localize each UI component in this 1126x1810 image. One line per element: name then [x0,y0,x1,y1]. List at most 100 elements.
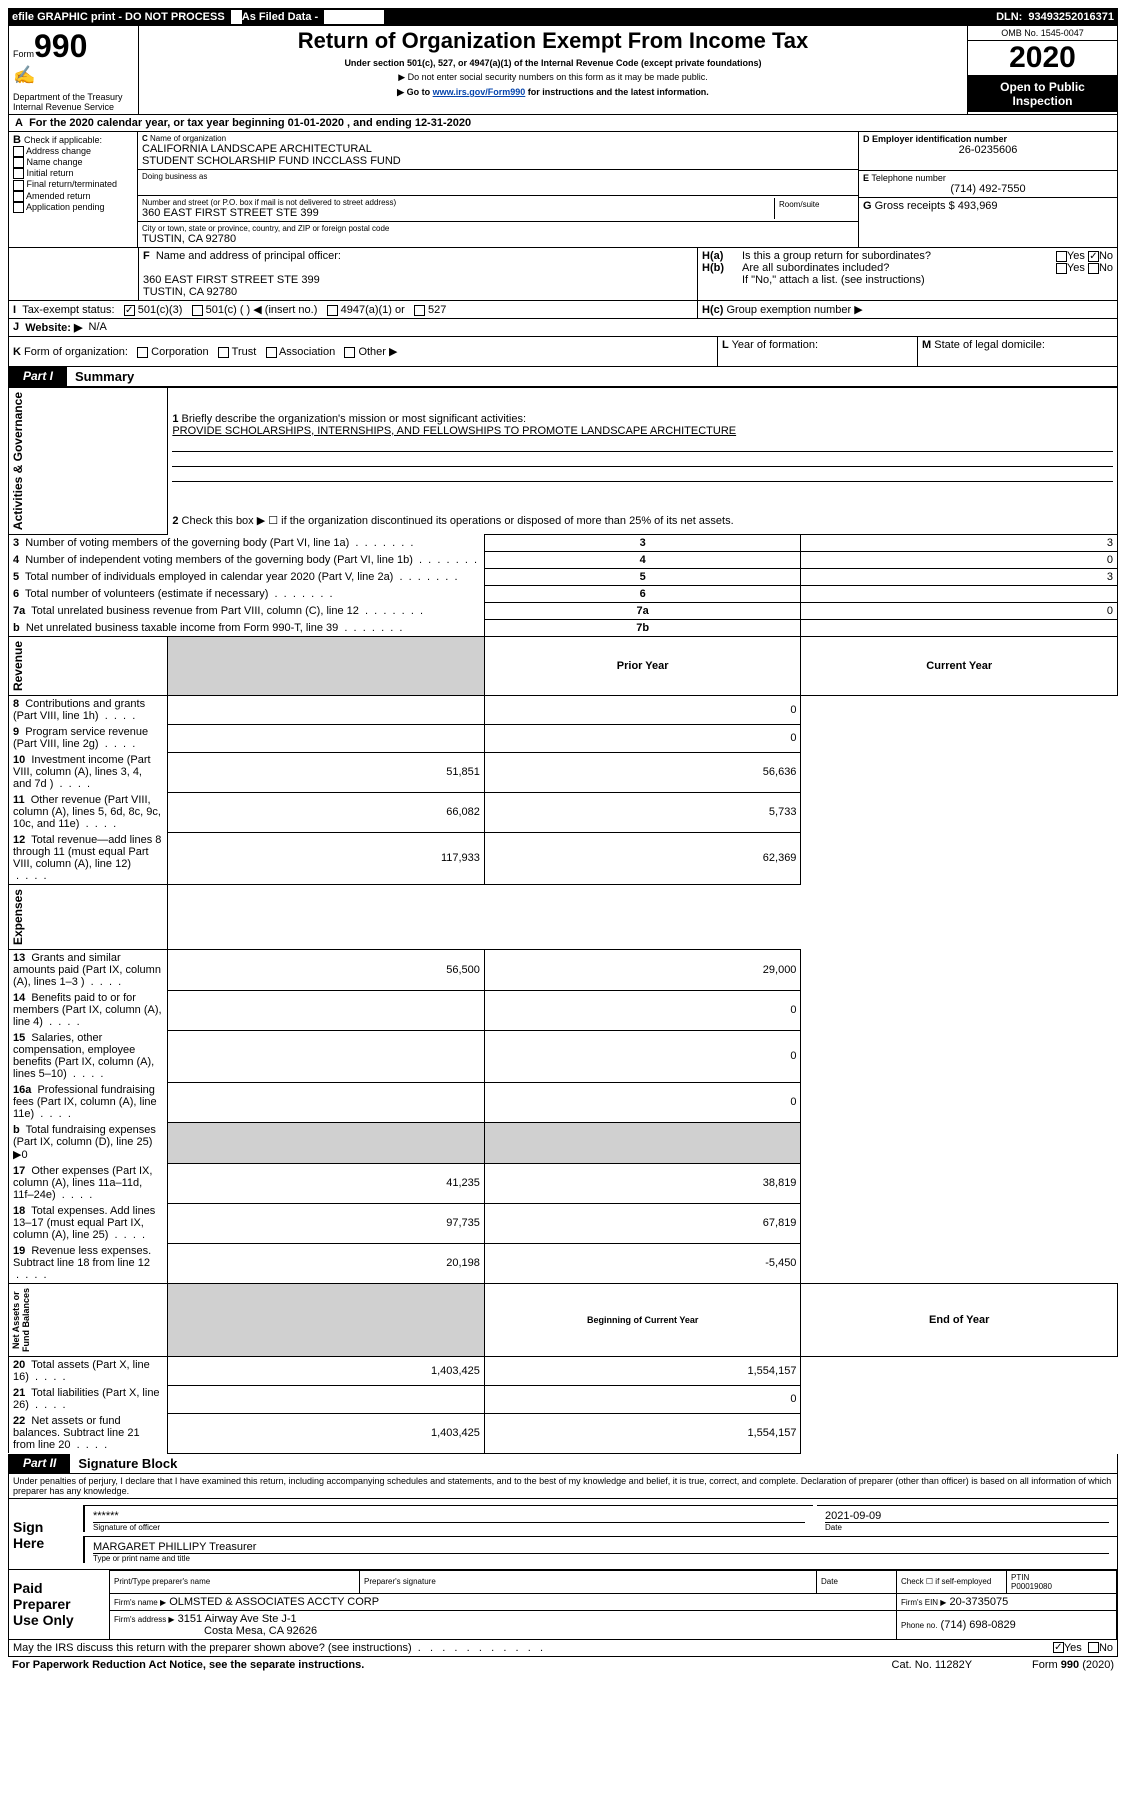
form-number: 990 [34,28,87,64]
discuss-yes[interactable]: ✓ [1053,1642,1064,1653]
dln-label: DLN: [996,11,1022,23]
l-label: Year of formation: [732,339,818,351]
bcdefg-block: B Check if applicable: Address change Na… [8,132,1118,248]
vtab-na: Net Assets or Fund Balances [9,1284,33,1356]
c-name-label: Name of organization [150,134,226,143]
part2-header: Part II Signature Block [8,1454,1118,1474]
pra-text: For Paperwork Reduction Act Notice, see … [12,1659,364,1671]
j-label: Website: ▶ [25,321,82,334]
firm-addr: 3151 Airway Ave Ste J-1 [178,1613,297,1625]
gross-receipts: 493,969 [958,200,998,212]
e-label: Telephone number [871,173,946,183]
efile-text: efile GRAPHIC print - DO NOT PROCESS [12,11,225,23]
b-check[interactable] [13,202,24,213]
discuss-row: May the IRS discuss this return with the… [8,1640,1118,1657]
part2-title: Signature Block [70,1454,185,1473]
hb-no[interactable] [1088,263,1099,274]
i-row: I Tax-exempt status: ✓ 501(c)(3) 501(c) … [8,301,1118,319]
asfiled-box [231,10,242,24]
b-check[interactable] [13,180,24,191]
sig-name-label: Type or print name and title [93,1553,1109,1563]
open-inspection: Open to Public Inspection [968,76,1117,112]
l1-value: PROVIDE SCHOLARSHIPS, INTERNSHIPS, AND F… [172,425,736,437]
ein: 26-0235606 [863,144,1113,156]
phone: (714) 492-7550 [863,183,1113,195]
part1-table: Activities & Governance 1 Briefly descri… [8,387,1118,1454]
firm-ein: 20-3735075 [950,1596,1009,1608]
b-check[interactable] [13,168,24,179]
discuss-no[interactable] [1088,1642,1099,1653]
note2-post: for instructions and the latest informat… [525,87,709,97]
vtab-exp: Expenses [9,885,27,949]
form-subtitle: Under section 501(c), 527, or 4947(a)(1)… [145,58,961,68]
hdr-curr: Current Year [801,637,1118,696]
footer-row: For Paperwork Reduction Act Notice, see … [8,1657,1118,1673]
paid-h2: Preparer's signature [360,1570,817,1593]
perjury: Under penalties of perjury, I declare th… [8,1474,1118,1499]
sig-label: Signature of officer [93,1522,805,1532]
k-opt[interactable] [137,347,148,358]
form-header: Form990 ✍ Department of the Treasury Int… [8,26,1118,115]
part1-header: Part I Summary [8,367,1118,387]
officer-addr2: TUSTIN, CA 92780 [143,286,693,298]
i-opt[interactable] [192,305,203,316]
sig-date-label: Date [825,1522,1109,1532]
form-label: Form [13,49,34,59]
paid-h4b: PTIN [1011,1573,1029,1582]
ha-no[interactable]: ✓ [1088,251,1099,262]
ha-yes[interactable] [1056,251,1067,262]
sign-here-label: Sign Here [9,1499,79,1569]
vtab-ag: Activities & Governance [9,388,27,534]
part1-tag: Part I [9,367,67,386]
cat-no: Cat. No. 11282Y [892,1659,973,1671]
website: N/A [89,321,107,334]
part2-tag: Part II [9,1454,70,1473]
firm-name: OLMSTED & ASSOCIATES ACCTY CORP [169,1596,379,1608]
sig-stars: ****** [93,1510,805,1522]
firm-addr2: Costa Mesa, CA 92626 [114,1625,317,1637]
b-label: Check if applicable: [24,135,102,145]
fh-block: F Name and address of principal officer:… [8,248,1118,301]
hc-text: Group exemption number ▶ [726,304,862,316]
form-title: Return of Organization Exempt From Incom… [145,28,961,54]
b-check[interactable] [13,191,24,202]
room-label: Room/suite [779,200,850,209]
j-row: J Website: ▶ N/A [8,319,1118,337]
irs-link[interactable]: www.irs.gov/Form990 [433,87,526,97]
i-opt[interactable] [414,305,425,316]
i-label: Tax-exempt status: [22,304,114,316]
line-a: A For the 2020 calendar year, or tax yea… [8,115,1118,132]
k-opt[interactable] [266,347,277,358]
b-check[interactable] [13,157,24,168]
paid-h1: Print/Type preparer's name [110,1570,360,1593]
k-opt[interactable] [218,347,229,358]
hdr-beg: Beginning of Current Year [484,1284,801,1357]
hb-yes[interactable] [1056,263,1067,274]
sign-block: Sign Here ****** Signature of officer 20… [8,1499,1118,1570]
top-bar: efile GRAPHIC print - DO NOT PROCESS As … [8,8,1118,26]
org-city: TUSTIN, CA 92780 [142,233,854,245]
officer-addr1: 360 EAST FIRST STREET STE 399 [143,274,693,286]
firm-ein-l: Firm's EIN ▶ [901,1598,946,1607]
k-label: Form of organization: [24,346,128,358]
b-check[interactable] [13,146,24,157]
l1-label: Briefly describe the organization's miss… [182,413,526,425]
firm-phone: (714) 698-0829 [941,1619,1016,1631]
f-label: Name and address of principal officer: [156,250,341,262]
firm-addr-l: Firm's address ▶ [114,1615,175,1624]
paid-block: Paid Preparer Use Only Print/Type prepar… [8,1570,1118,1640]
paid-h3: Date [817,1570,897,1593]
hb-text: Are all subordinates included? [742,262,1003,274]
city-label: City or town, state or province, country… [142,224,854,233]
dln-value: 93493252016371 [1028,11,1114,23]
i-opt[interactable] [327,305,338,316]
sig-name: MARGARET PHILLIPY Treasurer [93,1541,1109,1553]
org-addr: 360 EAST FIRST STREET STE 399 [142,207,774,219]
k-opt[interactable] [344,347,355,358]
addr-label: Number and street (or P.O. box if mail i… [142,198,774,207]
omb: OMB No. 1545-0047 [968,26,1117,41]
discuss-text: May the IRS discuss this return with the… [13,1642,412,1654]
ptin: P00019080 [1011,1582,1052,1591]
i-opt[interactable]: ✓ [124,305,135,316]
g-label: Gross receipts $ [875,200,955,212]
